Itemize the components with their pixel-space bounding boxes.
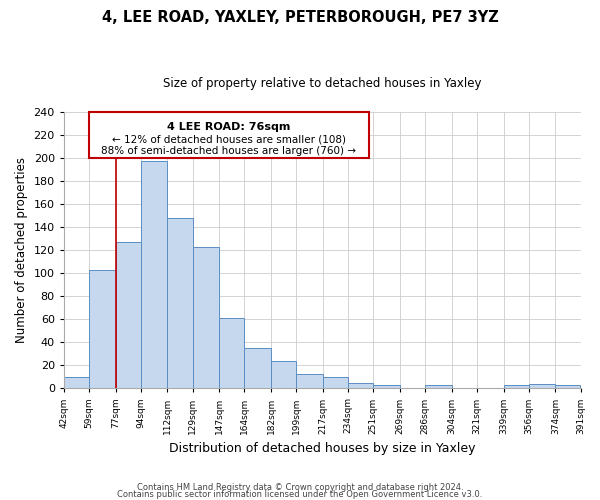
Bar [219,318,244,388]
Bar [89,270,116,388]
X-axis label: Distribution of detached houses by size in Yaxley: Distribution of detached houses by size … [169,442,475,455]
Bar [425,385,452,388]
Text: ← 12% of detached houses are smaller (108): ← 12% of detached houses are smaller (10… [112,134,346,144]
Text: Contains public sector information licensed under the Open Government Licence v3: Contains public sector information licen… [118,490,482,499]
Bar [167,218,193,388]
Text: 4, LEE ROAD, YAXLEY, PETERBOROUGH, PE7 3YZ: 4, LEE ROAD, YAXLEY, PETERBOROUGH, PE7 3… [101,10,499,25]
FancyBboxPatch shape [89,112,369,158]
Bar [296,374,323,388]
Title: Size of property relative to detached houses in Yaxley: Size of property relative to detached ho… [163,78,481,90]
Bar [244,348,271,389]
Bar [271,360,296,388]
Bar [116,242,141,388]
Bar [503,385,529,388]
Bar [529,384,556,388]
Text: Contains HM Land Registry data © Crown copyright and database right 2024.: Contains HM Land Registry data © Crown c… [137,484,463,492]
Bar [141,161,167,388]
Bar [193,247,219,388]
Bar [348,382,373,388]
Text: 88% of semi-detached houses are larger (760) →: 88% of semi-detached houses are larger (… [101,146,356,156]
Bar [323,377,348,388]
Bar [556,385,580,388]
Text: 4 LEE ROAD: 76sqm: 4 LEE ROAD: 76sqm [167,122,290,132]
Bar [64,377,89,388]
Y-axis label: Number of detached properties: Number of detached properties [15,158,28,344]
Bar [373,385,400,388]
